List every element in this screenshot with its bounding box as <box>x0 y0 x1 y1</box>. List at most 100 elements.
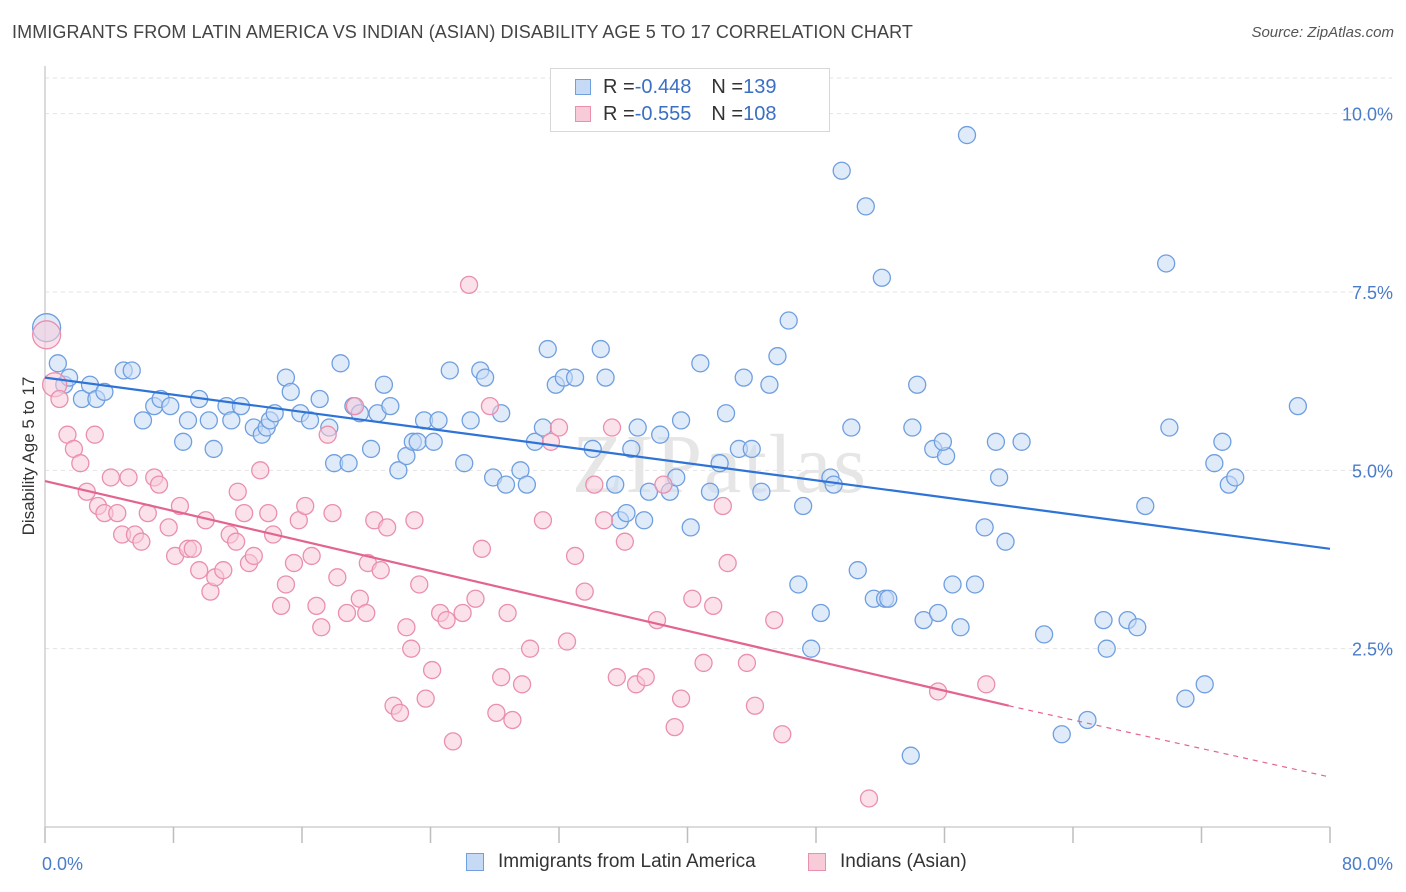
legend-n-value: 108 <box>743 102 777 125</box>
data-point <box>549 418 569 437</box>
data-point <box>933 432 953 451</box>
data-point <box>461 411 480 430</box>
data-point <box>665 717 684 737</box>
data-point <box>1205 454 1224 473</box>
data-point <box>337 603 357 623</box>
data-point <box>173 432 193 451</box>
data-point <box>694 653 713 673</box>
data-point <box>85 425 104 444</box>
data-point <box>591 339 610 359</box>
data-point <box>872 268 892 287</box>
data-point <box>794 496 813 516</box>
data-point <box>95 382 114 402</box>
bottom-legend-swatch-pink <box>808 853 826 871</box>
data-point <box>361 439 381 459</box>
data-point <box>437 610 456 630</box>
data-point <box>310 389 329 409</box>
data-point <box>512 675 532 694</box>
data-point <box>1012 432 1031 451</box>
data-point <box>296 496 315 516</box>
data-point <box>459 275 479 295</box>
data-point <box>615 532 635 551</box>
trend-lines <box>44 376 1331 778</box>
data-point <box>606 475 625 494</box>
data-point <box>357 603 376 623</box>
data-point <box>1288 396 1308 416</box>
data-point <box>281 382 300 402</box>
data-point <box>328 568 347 587</box>
data-point <box>691 354 710 373</box>
data-point <box>1160 418 1179 437</box>
data-point <box>557 632 577 651</box>
data-point <box>575 582 594 601</box>
data-point <box>622 439 641 459</box>
data-point <box>585 475 604 494</box>
data-point <box>704 596 723 616</box>
data-point <box>496 475 516 494</box>
data-point <box>410 575 429 594</box>
data-point <box>700 482 720 501</box>
data-point <box>965 575 985 594</box>
x-tick-label: 80.0% <box>1342 854 1393 874</box>
trend-line-blue <box>44 376 1331 550</box>
data-point <box>856 197 875 216</box>
trend-line-pink <box>44 479 1009 707</box>
data-point <box>251 461 270 480</box>
data-point <box>671 689 691 708</box>
data-point <box>455 454 474 473</box>
data-point <box>183 539 202 558</box>
data-point <box>178 411 198 430</box>
data-point <box>842 418 861 437</box>
data-point <box>996 532 1015 551</box>
data-point <box>628 418 647 437</box>
data-point <box>879 589 898 608</box>
data-point <box>517 475 537 494</box>
data-point <box>951 618 970 637</box>
data-point <box>989 468 1009 487</box>
data-point <box>1195 675 1214 694</box>
data-point <box>424 432 443 451</box>
data-point <box>108 503 127 523</box>
y-tick-label: 10.0% <box>1342 105 1393 125</box>
data-point <box>737 653 757 673</box>
data-point <box>654 475 673 494</box>
bottom-legend-blue: Immigrants from Latin America <box>466 851 756 873</box>
chart-source: Source: ZipAtlas.com <box>1251 24 1394 41</box>
data-point <box>768 347 787 366</box>
data-point <box>307 596 326 616</box>
axes <box>44 66 1331 843</box>
data-point <box>422 660 442 680</box>
data-point <box>284 553 304 573</box>
data-point <box>416 689 435 708</box>
data-point <box>466 589 485 608</box>
data-point <box>520 639 540 658</box>
data-point <box>742 439 761 459</box>
chart-title: IMMIGRANTS FROM LATIN AMERICA VS INDIAN … <box>12 22 913 42</box>
x-tick-label: 0.0% <box>42 854 83 874</box>
data-point <box>159 518 178 537</box>
legend-swatch-blue <box>575 79 591 95</box>
data-point <box>681 518 700 537</box>
data-point <box>235 503 254 523</box>
data-point <box>903 418 922 437</box>
data-point <box>713 496 732 516</box>
axis-labels: 2.5% 5.0% 7.5% 10.0% 0.0% 80.0% Disability Age… <box>19 105 1393 874</box>
data-point <box>339 454 358 473</box>
legend: R = -0.448 N = 139 R = -0.555 N = 108 <box>550 68 830 132</box>
data-point <box>228 482 247 501</box>
data-point <box>1094 610 1113 630</box>
data-point <box>957 125 977 145</box>
data-point <box>908 375 927 394</box>
data-point <box>271 596 291 616</box>
data-point <box>1034 625 1054 644</box>
legend-r-label: R = <box>603 102 635 125</box>
data-point <box>914 610 933 630</box>
legend-row-pink: R = -0.555 N = 108 <box>575 101 776 127</box>
data-point <box>408 432 427 451</box>
y-tick-label: 2.5% <box>1352 640 1393 660</box>
data-point <box>901 746 920 765</box>
data-point <box>381 396 400 416</box>
legend-r-value: -0.448 <box>634 75 692 98</box>
data-point <box>975 518 994 537</box>
data-point <box>789 575 808 594</box>
